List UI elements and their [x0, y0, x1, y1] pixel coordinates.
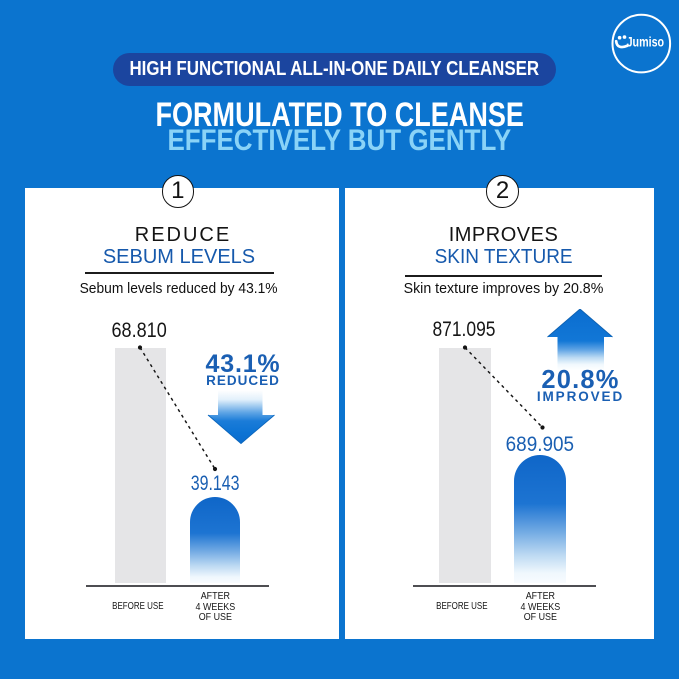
svg-text:Jumiso: Jumiso — [627, 34, 665, 49]
